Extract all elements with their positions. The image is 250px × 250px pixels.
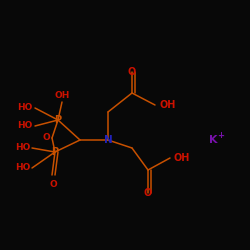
Text: O: O bbox=[49, 180, 57, 189]
Text: P: P bbox=[54, 115, 62, 125]
Text: HO: HO bbox=[14, 144, 30, 152]
Text: HO: HO bbox=[18, 122, 33, 130]
Text: OH: OH bbox=[159, 100, 176, 110]
Text: HO: HO bbox=[18, 104, 33, 112]
Text: O: O bbox=[128, 67, 136, 77]
Text: O: O bbox=[144, 188, 152, 198]
Text: P: P bbox=[52, 147, 59, 157]
Text: K: K bbox=[209, 135, 217, 145]
Text: OH: OH bbox=[54, 91, 70, 100]
Text: HO: HO bbox=[14, 164, 30, 172]
Text: O: O bbox=[42, 134, 50, 142]
Text: N: N bbox=[104, 135, 112, 145]
Text: OH: OH bbox=[174, 153, 190, 163]
Text: +: + bbox=[218, 130, 224, 140]
